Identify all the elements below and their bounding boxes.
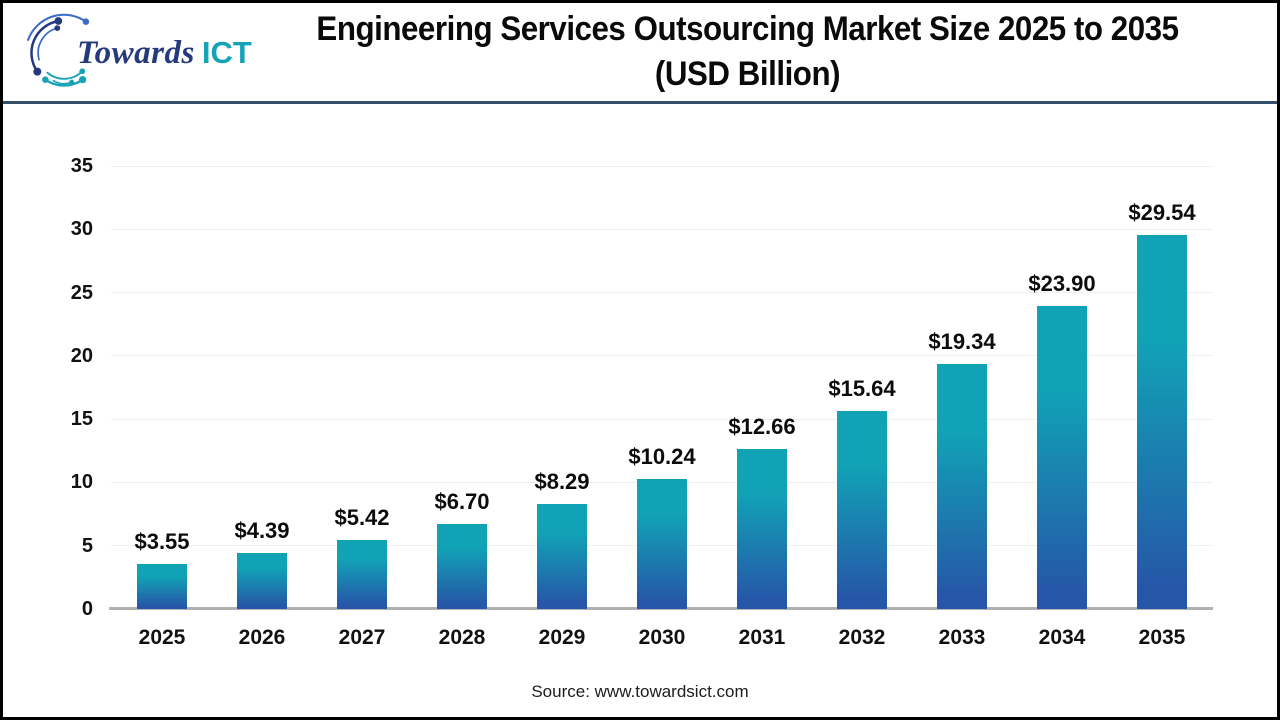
bar-2030	[637, 479, 687, 609]
y-axis-tick-label-30: 30	[70, 218, 93, 241]
x-axis-tick-label-2027: 2027	[338, 626, 386, 649]
logo-orbit-icon	[27, 13, 90, 87]
header: Towards ICT Engineering Services Outsourc…	[3, 3, 1277, 101]
bar-2034	[1037, 306, 1087, 609]
y-axis-tick-label-10: 10	[70, 471, 93, 494]
gridline-y30	[111, 228, 1213, 230]
bar-2028	[437, 524, 487, 609]
y-axis-tick-label-35: 35	[70, 155, 93, 177]
bar-2029	[537, 504, 587, 609]
logo-text-ict: ICT	[201, 35, 252, 70]
bar-value-label-2028: $6.70	[434, 489, 490, 515]
bar-value-label-2033: $19.34	[928, 329, 996, 355]
bar-value-label-2030: $10.24	[628, 444, 696, 470]
y-axis-tick-label-15: 15	[70, 408, 93, 431]
bar-2033	[937, 364, 987, 609]
bar-value-label-2031: $12.66	[728, 413, 796, 439]
bar-value-label-2035: $29.54	[1128, 200, 1196, 226]
bar-2035	[1137, 235, 1187, 609]
gridline-y35	[111, 165, 1213, 167]
y-axis-tick-label-5: 5	[81, 534, 93, 557]
bar-value-label-2029: $8.29	[534, 469, 590, 495]
bar-value-label-2025: $3.55	[134, 529, 190, 555]
bar-2025	[137, 564, 187, 609]
y-axis-tick-label-20: 20	[70, 344, 93, 367]
source-text: Source: www.towardsict.com	[531, 682, 749, 701]
bar-2026	[237, 553, 287, 609]
brand-logo: Towards ICT	[21, 7, 252, 99]
x-axis-tick-label-2035: 2035	[1138, 626, 1186, 649]
y-axis-tick-label-0: 0	[81, 598, 93, 620]
x-axis-tick-label-2028: 2028	[438, 626, 486, 649]
x-axis-tick-label-2031: 2031	[738, 626, 786, 649]
bar-value-label-2026: $4.39	[234, 518, 290, 544]
chart-title: Engineering Services Outsourcing Market …	[218, 3, 1277, 101]
bar-value-label-2027: $5.42	[334, 505, 390, 531]
bar-2027	[337, 540, 387, 609]
bar-2031	[737, 448, 787, 609]
gridline-y20	[111, 355, 1213, 357]
gridline-y25	[111, 292, 1213, 294]
x-axis-tick-label-2026: 2026	[238, 626, 286, 649]
x-axis-tick-label-2025: 2025	[138, 626, 186, 649]
bar-value-label-2032: $15.64	[828, 376, 896, 402]
bar-2032	[837, 411, 887, 609]
bar-chart: 0 5 10 15 20 25 30 35 $3.55 2025 $4.39 2026 $5.42 202…	[3, 3, 1277, 717]
logo-wordmark: Towards ICT	[77, 35, 252, 72]
header-separator	[3, 101, 1277, 104]
chart-title-line1: Engineering Services Outsourcing Market …	[316, 10, 1179, 48]
x-axis-tick-label-2033: 2033	[938, 626, 986, 649]
x-axis-tick-label-2029: 2029	[538, 626, 586, 649]
chart-title-line2: (USD Billion)	[654, 55, 841, 93]
bar-value-label-2034: $23.90	[1028, 271, 1096, 297]
gridline-y15	[111, 418, 1213, 420]
x-axis-tick-label-2032: 2032	[838, 626, 886, 649]
x-axis-tick-label-2030: 2030	[638, 626, 686, 649]
x-axis-tick-label-2034: 2034	[1038, 626, 1086, 649]
y-axis-tick-label-25: 25	[70, 281, 93, 304]
logo-text-towards: Towards	[77, 35, 195, 71]
